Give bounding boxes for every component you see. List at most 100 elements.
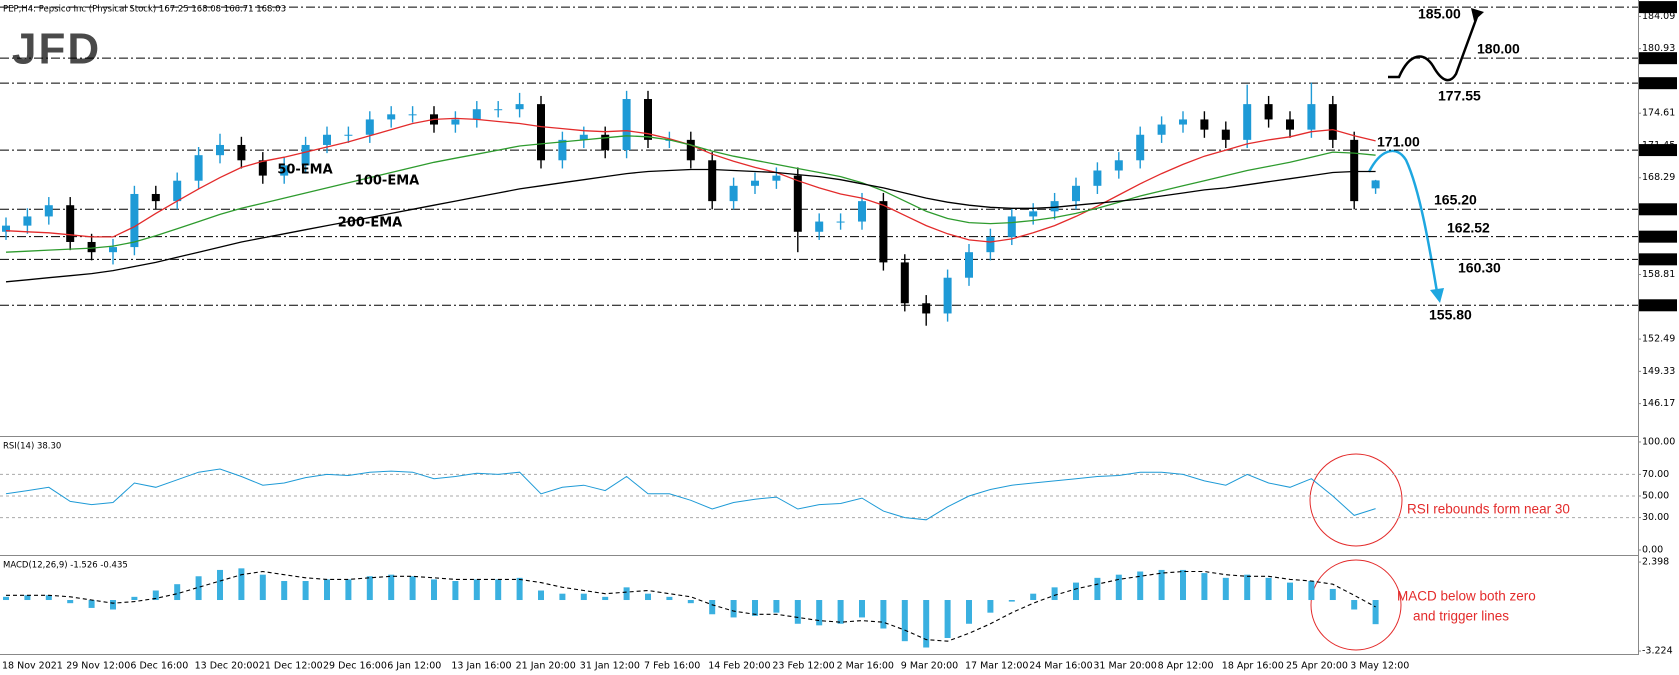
level-label: 165.20: [1642, 204, 1675, 215]
candle-body: [387, 114, 396, 120]
macd-bar: [1329, 588, 1336, 601]
y-tick-label: 174.61: [1642, 108, 1675, 119]
annotation: MACD below both zero: [1397, 589, 1536, 604]
x-tick-label: 9 Mar 20:00: [901, 661, 958, 672]
level-label-box: [1639, 299, 1677, 312]
macd-bar: [516, 577, 523, 601]
macd-bar: [1073, 582, 1079, 601]
x-tick-label: 18 Nov 2021: [2, 661, 63, 672]
candle-body: [344, 134, 353, 136]
candle-body: [836, 221, 845, 223]
candle-body: [1371, 180, 1380, 189]
legend-label: 200-EMA: [338, 216, 402, 231]
macd-bar: [923, 600, 930, 648]
candle-body: [729, 185, 738, 202]
x-tick-label: 8 Apr 12:00: [1158, 661, 1214, 672]
x-tick-label: 7 Feb 16:00: [644, 661, 700, 672]
macd-bar: [88, 600, 95, 608]
macd-bar: [1158, 569, 1165, 601]
ema-line: [5, 135, 1376, 253]
candle-body: [579, 134, 588, 140]
candle-body: [686, 139, 695, 161]
candle-body: [44, 205, 53, 217]
level-label: 160.30: [1642, 254, 1675, 265]
macd-bar: [559, 593, 566, 601]
candle-body: [858, 201, 866, 222]
macd-bar: [24, 595, 31, 601]
candle-body: [323, 134, 331, 145]
x-tick-label: 25 Apr 20:00: [1286, 661, 1348, 672]
macd-bar: [1222, 577, 1229, 601]
x-tick-label: 21 Jan 20:00: [516, 661, 576, 672]
candle-body: [1007, 216, 1016, 237]
candle-body: [1179, 119, 1187, 125]
candle-body: [2, 225, 10, 232]
candle-body: [1029, 211, 1038, 217]
candle-body: [472, 109, 481, 120]
macd-bar: [837, 600, 844, 624]
macd-bar: [238, 568, 245, 601]
macd-bar: [67, 600, 74, 604]
y-tick-label: 50.00: [1642, 490, 1669, 501]
panel-title: MACD(12,26,9) -1.526 -0.435: [3, 561, 128, 571]
candle-body: [793, 175, 802, 232]
macd-bar: [1201, 573, 1208, 601]
candle-body: [622, 99, 631, 151]
level-annotation: 160.30: [1458, 260, 1501, 276]
macd-bar: [302, 581, 309, 601]
y-tick-label: 149.33: [1642, 366, 1675, 377]
signal-line: [6, 570, 1376, 642]
candle-body: [1050, 201, 1059, 212]
macd-bar: [730, 600, 737, 618]
candle-body: [301, 144, 310, 166]
macd-bar: [538, 590, 544, 601]
candle-body: [109, 247, 117, 253]
macd-bar: [1051, 587, 1058, 601]
x-tick-label: 29 Nov 12:00: [66, 661, 130, 672]
candle-body: [1136, 134, 1145, 161]
y-tick-label: 152.49: [1642, 334, 1675, 345]
macd-bar: [259, 574, 266, 601]
x-tick-label: 31 Jan 12:00: [580, 661, 640, 672]
candle-body: [1286, 119, 1294, 130]
macd-bar: [152, 590, 159, 601]
y-tick-label: 0.00: [1642, 545, 1663, 556]
candle-body: [151, 193, 160, 202]
macd-bar: [473, 579, 480, 601]
macd-bar: [1115, 574, 1122, 601]
x-tick-label: 29 Dec 16:00: [323, 661, 387, 672]
candle-body: [1157, 124, 1166, 135]
y-tick-label: 30.00: [1642, 512, 1669, 523]
macd-bar: [110, 600, 116, 610]
candle-body: [772, 175, 781, 181]
x-tick-label: 17 Mar 12:00: [965, 661, 1028, 672]
arrow-head: [1430, 288, 1444, 303]
candle-body: [815, 221, 824, 232]
candle-body: [258, 160, 267, 176]
legend-label: 100-EMA: [355, 174, 419, 189]
macd-bar: [1308, 581, 1315, 601]
level-label: 185.00: [1642, 2, 1675, 13]
candle-body: [965, 252, 973, 278]
scenario-arrow: [1367, 149, 1439, 293]
candle-body: [23, 216, 32, 226]
macd-bar: [752, 600, 758, 616]
annotation: and trigger lines: [1413, 609, 1509, 624]
level-label: 177.55: [1642, 78, 1675, 89]
candle-body: [943, 277, 952, 314]
macd-bar: [859, 600, 865, 618]
macd-bar: [966, 600, 972, 624]
candle-body: [194, 155, 203, 181]
level-label: 180.00: [1642, 53, 1675, 64]
candle-body: [515, 104, 524, 110]
legend-label: 50-EMA: [277, 163, 332, 178]
candle-body: [216, 144, 224, 156]
candle-body: [1072, 185, 1080, 202]
y-tick-label: 70.00: [1642, 469, 1669, 480]
candle-body: [986, 236, 995, 253]
x-tick-label: 6 Jan 12:00: [387, 661, 441, 672]
level-label: 171.00: [1642, 145, 1675, 156]
macd-bar: [880, 600, 887, 629]
level-label: 162.52: [1642, 231, 1675, 242]
